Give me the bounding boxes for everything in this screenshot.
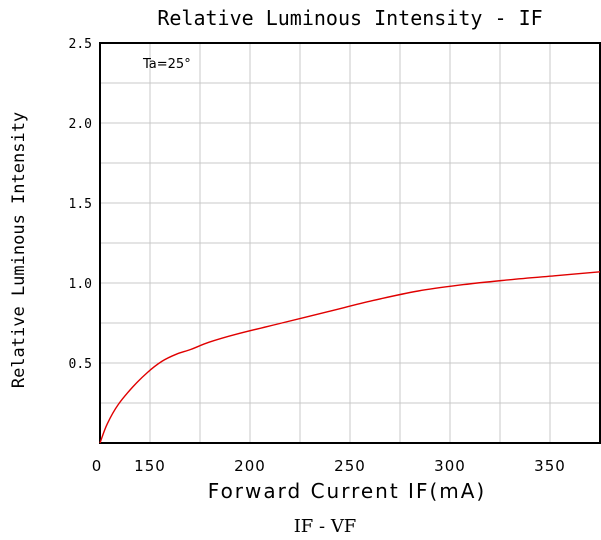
temperature-annotation: Ta=25° bbox=[142, 57, 191, 72]
series-layer bbox=[99, 271, 601, 444]
y-tick-label: 2.0 bbox=[69, 117, 92, 132]
x-tick-label: 250 bbox=[334, 457, 366, 475]
y-axis-label: Relative Luminous Intensity bbox=[9, 112, 29, 388]
y-tick-label: 1.5 bbox=[69, 197, 92, 212]
x-tick-label: 200 bbox=[234, 457, 266, 475]
tick-labels: 2.5 2.0 1.5 1.0 0.5 0 150 200 250 300 350 bbox=[69, 37, 566, 475]
y-tick-label: 1.0 bbox=[69, 277, 92, 292]
y-tick-label: 0.5 bbox=[69, 357, 92, 372]
chart-title: Relative Luminous Intensity - IF bbox=[157, 6, 542, 30]
chart-caption: IF - VF bbox=[294, 516, 357, 537]
x-tick-label: 0 bbox=[92, 457, 103, 475]
y-tick-label: 2.5 bbox=[69, 37, 92, 52]
grid bbox=[100, 43, 600, 443]
x-tick-label: 350 bbox=[534, 457, 566, 475]
series-line bbox=[99, 271, 601, 444]
x-tick-label: 150 bbox=[134, 457, 166, 475]
plot-frame bbox=[99, 42, 601, 444]
x-axis-label: Forward Current IF(mA) bbox=[208, 479, 486, 503]
x-tick-label: 300 bbox=[434, 457, 466, 475]
